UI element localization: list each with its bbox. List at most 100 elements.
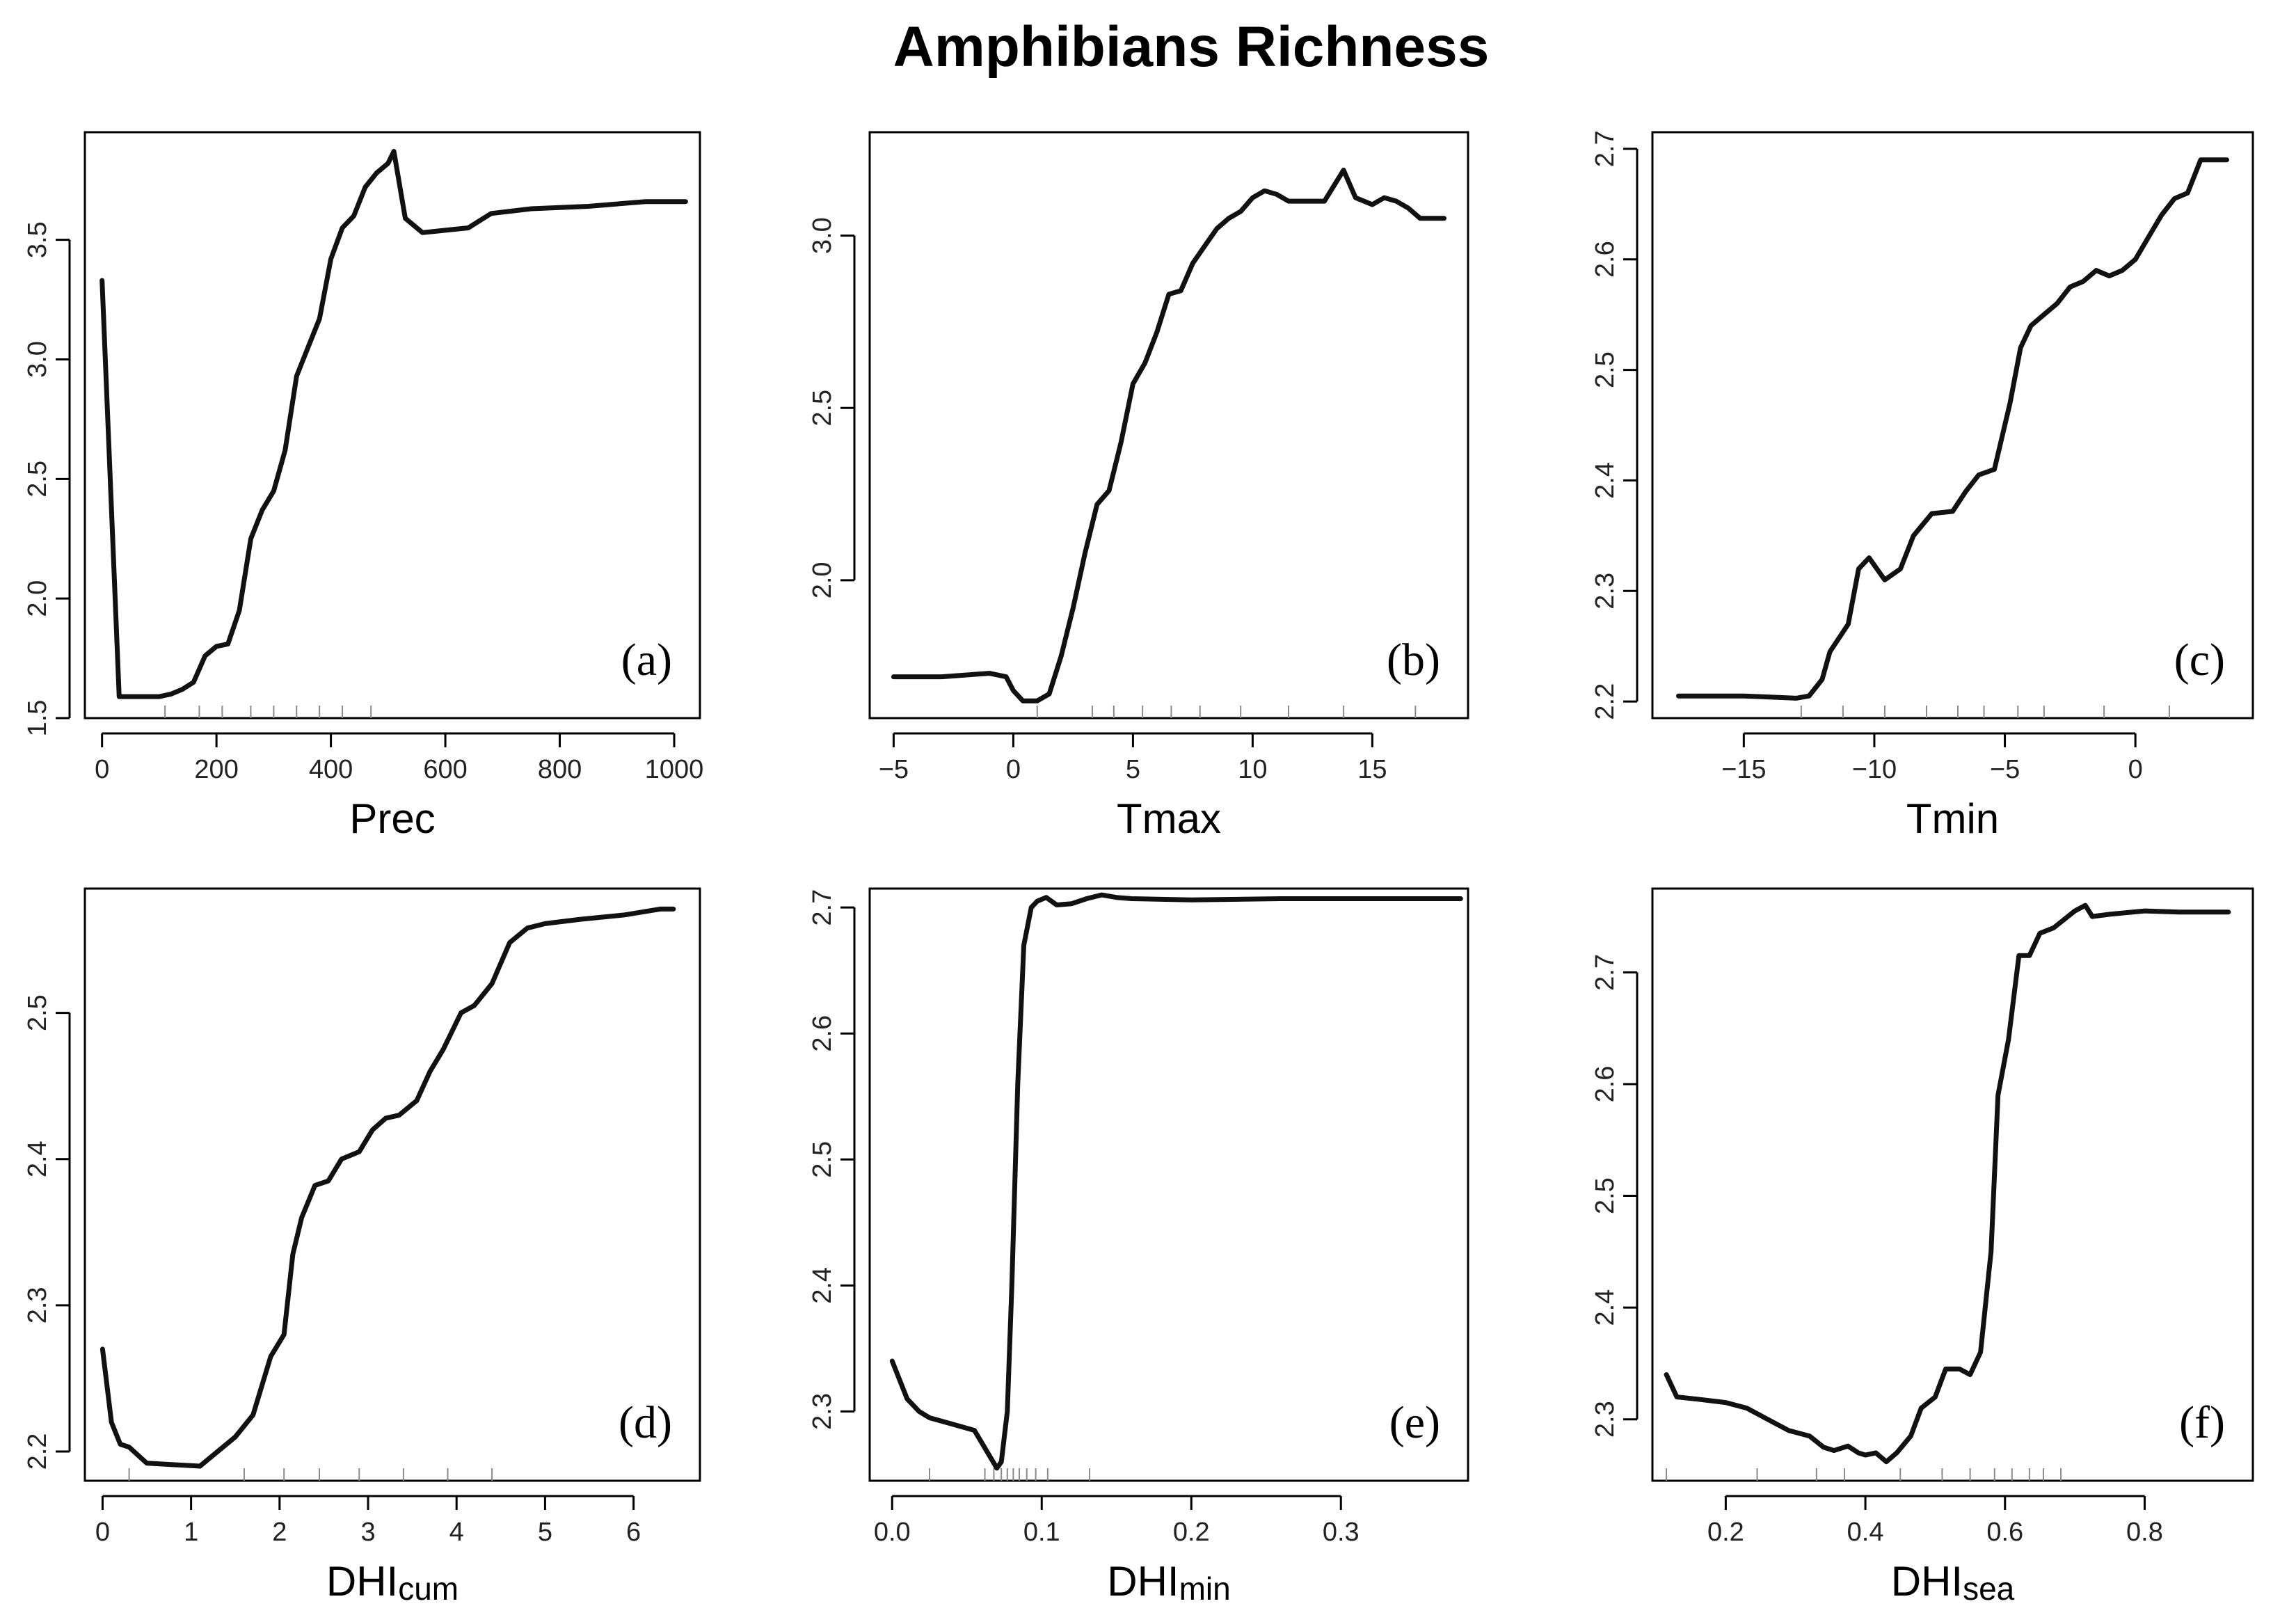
panel-label: (e)	[1389, 1397, 1440, 1448]
x-tick-label: 0.2	[1173, 1518, 1210, 1547]
x-axis-title: DHIcum	[326, 1558, 459, 1606]
x-axis-title-main: DHI	[1107, 1558, 1179, 1605]
y-tick-label: 2.7	[1591, 954, 1620, 991]
y-tick-label: 2.5	[1591, 351, 1620, 388]
y-tick-label: 3.5	[23, 221, 52, 258]
x-axis-title-main: DHI	[326, 1558, 398, 1605]
x-tick-label: 0.2	[1707, 1518, 1744, 1547]
partial-dependence-curve	[1676, 157, 2229, 701]
panel-label: (b)	[1387, 635, 1440, 685]
y-tick-label: 2.6	[1591, 241, 1620, 278]
y-tick-label: 2.6	[1591, 1066, 1620, 1103]
x-axis-title-sub: min	[1179, 1571, 1231, 1606]
x-tick-label: 800	[538, 755, 582, 784]
plot-frame	[868, 887, 1469, 1482]
x-tick-label: 0	[95, 755, 109, 784]
x-tick-label: 2	[272, 1518, 287, 1547]
x-tick-label: 600	[423, 755, 467, 784]
x-axis-title-sub: cum	[398, 1571, 459, 1606]
y-tick-label: 2.7	[1591, 130, 1620, 167]
plot-frame	[1651, 887, 2254, 1482]
plot-frame	[83, 131, 701, 719]
x-tick-label: −15	[1721, 755, 1766, 784]
y-tick-label: 2.5	[1591, 1177, 1620, 1214]
y-tick-label: 2.2	[23, 1433, 52, 1470]
panel-d: 0 1 2 3 4 5 6 2.2 2.3 2.4 2.5 (d) DHIcum	[23, 887, 701, 1606]
y-tick-label: 2.3	[1591, 1401, 1620, 1438]
y-tick-label: 2.0	[808, 562, 837, 598]
panel-a: 0 200 400 600 800 1000 1.5 2.0 2.5 3.0 3.5 (a) Prec	[23, 131, 704, 842]
x-axis-title-main: Prec	[349, 795, 435, 842]
panels-container: 0 200 400 600 800 10001.52.02.53.03.5(a)Prec−…	[23, 130, 2254, 1606]
x-tick-label: −5	[1990, 755, 2020, 784]
x-tick-label: 1	[184, 1518, 198, 1547]
x-axis-title: Tmin	[1906, 795, 1999, 842]
partial-dependence-curve	[1664, 903, 2231, 1465]
x-axis-title-main: DHI	[1891, 1558, 1963, 1605]
x-tick-label: −5	[879, 755, 909, 784]
x-tick-label: 0	[1006, 755, 1021, 784]
y-tick-label: 1.5	[23, 700, 52, 737]
plot-frame	[1651, 131, 2254, 719]
y-tick-label: 2.6	[808, 1015, 837, 1052]
y-tick-label: 2.7	[808, 889, 837, 926]
x-tick-label: 0.0	[874, 1518, 911, 1547]
partial-dependence-curve	[99, 906, 676, 1469]
x-axis-title: Prec	[349, 795, 435, 842]
partial-dependence-curve	[889, 892, 1463, 1471]
panel-label: (f)	[2179, 1397, 2225, 1448]
x-axis-title-sub: sea	[1963, 1571, 2015, 1606]
x-axis-title: DHIsea	[1891, 1558, 2015, 1606]
x-tick-label: 4	[449, 1518, 464, 1547]
x-tick-label: 5	[538, 1518, 552, 1547]
panel-label: (d)	[619, 1397, 672, 1448]
panel-f: 0.2 0.4 0.6 0.8 2.3 2.4 2.5 2.6 2.7 (f) DHIsea	[1591, 887, 2254, 1606]
x-axis-title: Tmax	[1117, 795, 1221, 842]
x-tick-label: 0	[2128, 755, 2143, 784]
x-tick-label: 6	[626, 1518, 641, 1547]
y-tick-label: 2.5	[23, 994, 52, 1031]
figure-title: Amphibians Richness	[893, 15, 1490, 79]
y-tick-label: 2.5	[23, 461, 52, 498]
x-tick-label: 200	[194, 755, 238, 784]
y-tick-label: 2.3	[1591, 573, 1620, 610]
x-tick-label: 0.1	[1023, 1518, 1060, 1547]
panel-c: −15 −10 −5 0 2.2 2.3 2.4 2.5 2.6 2.7 (c) Tmin	[1591, 130, 2254, 842]
y-tick-label: 2.4	[1591, 462, 1620, 499]
x-tick-label: 0	[95, 1518, 110, 1547]
x-axis-title: DHImin	[1107, 1558, 1230, 1606]
x-tick-label: 1000	[645, 755, 704, 784]
x-tick-label: 15	[1357, 755, 1387, 784]
y-tick-label: 3.0	[808, 217, 837, 254]
y-tick-label: 2.5	[808, 1141, 837, 1178]
plot-frame	[868, 131, 1469, 719]
x-tick-label: 0.6	[1986, 1518, 2023, 1547]
partial-dependence-curve	[99, 149, 688, 699]
partial-dependence-curve	[891, 168, 1447, 703]
x-tick-label: 5	[1126, 755, 1140, 784]
panel-e: 0.0 0.1 0.2 0.3 2.3 2.4 2.5 2.6 2.7 (e) DHImin	[808, 887, 1469, 1606]
y-tick-label: 2.4	[23, 1140, 52, 1177]
y-tick-label: 3.0	[23, 341, 52, 378]
panel-b: −5 0 5 10 15 2.0 2.5 3.0 (b) Tmax	[808, 131, 1469, 842]
y-tick-label: 2.5	[808, 390, 837, 427]
plot-frame	[83, 887, 701, 1482]
x-tick-label: 3	[360, 1518, 375, 1547]
x-axis-title-main: Tmin	[1906, 795, 1999, 842]
panel-label: (c)	[2174, 635, 2225, 685]
y-tick-label: 2.3	[23, 1287, 52, 1323]
x-tick-label: 400	[309, 755, 353, 784]
x-tick-label: 0.4	[1847, 1518, 1884, 1547]
x-tick-label: 10	[1238, 755, 1267, 784]
panel-label: (a)	[621, 635, 672, 685]
x-tick-label: −10	[1852, 755, 1897, 784]
x-tick-label: 0.3	[1323, 1518, 1360, 1547]
x-axis-title-main: Tmax	[1117, 795, 1221, 842]
y-tick-label: 2.4	[1591, 1289, 1620, 1326]
x-tick-label: 0.8	[2126, 1518, 2163, 1547]
y-tick-label: 2.2	[1591, 683, 1620, 720]
y-tick-label: 2.4	[808, 1267, 837, 1304]
y-tick-label: 2.0	[23, 580, 52, 617]
y-tick-label: 2.3	[808, 1393, 837, 1430]
